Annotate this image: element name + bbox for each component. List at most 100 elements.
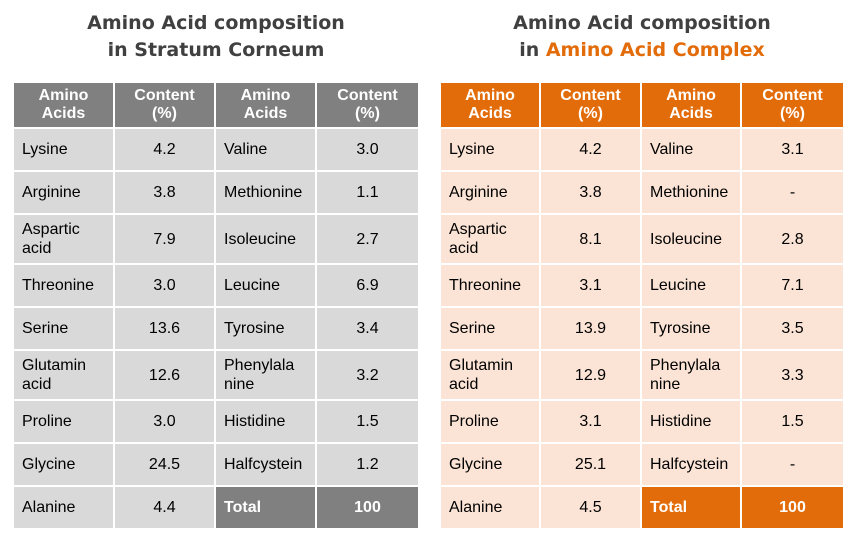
content-cell: 3.8 [541,172,642,215]
amino-acid-cell: Lysine [441,129,541,172]
amino-acid-cell: Aspartic acid [14,215,115,265]
amino-acid-cell: Glycine [14,444,115,487]
amino-acid-cell: Tyrosine [642,308,742,351]
right-title-highlight: Amino Acid Complex [545,39,765,61]
amino-acid-cell: Halfcystein [216,444,317,487]
table-row: Lysine 4.2 Valine 3.1 [441,129,843,172]
total-value: 100 [317,487,418,528]
amino-acid-cell: Leucine [216,265,317,308]
content-cell: 2.8 [742,215,843,265]
table-row: Serine 13.9 Tyrosine 3.5 [441,308,843,351]
amino-acid-cell: Phenylala nine [216,351,317,401]
table-row: Glutamin acid 12.9 Phenylala nine 3.3 [441,351,843,401]
content-cell: 1.2 [317,444,418,487]
content-cell: - [742,444,843,487]
right-title-line1: Amino Acid composition [513,12,771,34]
column-header: Content (%) [115,83,216,129]
table-row: Glutamin acid 12.6 Phenylala nine 3.2 [14,351,418,401]
content-cell: 3.1 [742,129,843,172]
total-value: 100 [742,487,843,528]
amino-acid-cell: Serine [14,308,115,351]
content-cell: 12.6 [115,351,216,401]
total-label: Total [216,487,317,528]
table-row: Aspartic acid 8.1 Isoleucine 2.8 [441,215,843,265]
column-header: Amino Acids [642,83,742,129]
amino-acid-cell: Phenylala nine [642,351,742,401]
amino-acid-cell: Tyrosine [216,308,317,351]
amino-acid-cell: Valine [642,129,742,172]
left-table-title: Amino Acid composition in Stratum Corneu… [14,10,418,64]
table-row: Aspartic acid 7.9 Isoleucine 2.7 [14,215,418,265]
table-row: Arginine 3.8 Methionine 1.1 [14,172,418,215]
column-header: Amino Acids [216,83,317,129]
amino-acid-cell: Arginine [441,172,541,215]
left-title-line1: Amino Acid composition [87,12,345,34]
right-title-prefix: in [519,39,546,61]
amino-acid-cell: Serine [441,308,541,351]
table-row: Glycine 24.5 Halfcystein 1.2 [14,444,418,487]
amino-acid-cell: Proline [441,401,541,444]
content-cell: 3.1 [541,265,642,308]
column-header: Content (%) [317,83,418,129]
amino-acid-cell: Aspartic acid [441,215,541,265]
content-cell: 12.9 [541,351,642,401]
amino-acid-cell: Glycine [441,444,541,487]
content-cell: 1.5 [742,401,843,444]
content-cell: 3.3 [742,351,843,401]
column-header: Amino Acids [14,83,115,129]
content-cell: 4.5 [541,487,642,528]
amino-acid-cell: Arginine [14,172,115,215]
amino-acid-cell: Valine [216,129,317,172]
amino-acid-cell: Halfcystein [642,444,742,487]
content-cell: 1.1 [317,172,418,215]
amino-acid-cell: Proline [14,401,115,444]
amino-acid-complex-table: Amino Acids Content (%) Amino Acids Content (%)… [441,83,843,528]
right-table-title: Amino Acid composition in Amino Acid Com… [441,10,843,64]
content-cell: 6.9 [317,265,418,308]
amino-acid-cell: Leucine [642,265,742,308]
content-cell: 7.9 [115,215,216,265]
content-cell: 8.1 [541,215,642,265]
amino-acid-cell: Glutamin acid [14,351,115,401]
content-cell: 13.6 [115,308,216,351]
content-cell: 7.1 [742,265,843,308]
amino-acid-cell: Threonine [441,265,541,308]
content-cell: 2.7 [317,215,418,265]
content-cell: 3.1 [541,401,642,444]
content-cell: 3.5 [742,308,843,351]
amino-acid-cell: Alanine [14,487,115,528]
table-header-row: Amino Acids Content (%) Amino Acids Content (%) [14,83,418,129]
content-cell: 3.0 [115,265,216,308]
column-header: Amino Acids [441,83,541,129]
content-cell: 3.0 [115,401,216,444]
content-cell: 13.9 [541,308,642,351]
amino-acid-cell: Histidine [642,401,742,444]
content-cell: - [742,172,843,215]
table-row: Threonine 3.1 Leucine 7.1 [441,265,843,308]
amino-acid-cell: Alanine [441,487,541,528]
table-row: Alanine 4.4 Total 100 [14,487,418,528]
table-row: Proline 3.0 Histidine 1.5 [14,401,418,444]
content-cell: 25.1 [541,444,642,487]
right-title-line2: in Amino Acid Complex [441,37,843,64]
table-row: Threonine 3.0 Leucine 6.9 [14,265,418,308]
amino-acid-cell: Methionine [642,172,742,215]
content-cell: 4.4 [115,487,216,528]
content-cell: 4.2 [115,129,216,172]
table-row: Alanine 4.5 Total 100 [441,487,843,528]
amino-acid-cell: Isoleucine [216,215,317,265]
content-cell: 3.8 [115,172,216,215]
table-header-row: Amino Acids Content (%) Amino Acids Content (%) [441,83,843,129]
stratum-corneum-table: Amino Acids Content (%) Amino Acids Content (%)… [14,83,418,528]
amino-acid-cell: Isoleucine [642,215,742,265]
content-cell: 3.2 [317,351,418,401]
amino-acid-cell: Lysine [14,129,115,172]
table-row: Serine 13.6 Tyrosine 3.4 [14,308,418,351]
amino-acid-cell: Threonine [14,265,115,308]
column-header: Content (%) [541,83,642,129]
amino-acid-cell: Glutamin acid [441,351,541,401]
content-cell: 1.5 [317,401,418,444]
total-label: Total [642,487,742,528]
amino-acid-cell: Histidine [216,401,317,444]
amino-acid-cell: Methionine [216,172,317,215]
